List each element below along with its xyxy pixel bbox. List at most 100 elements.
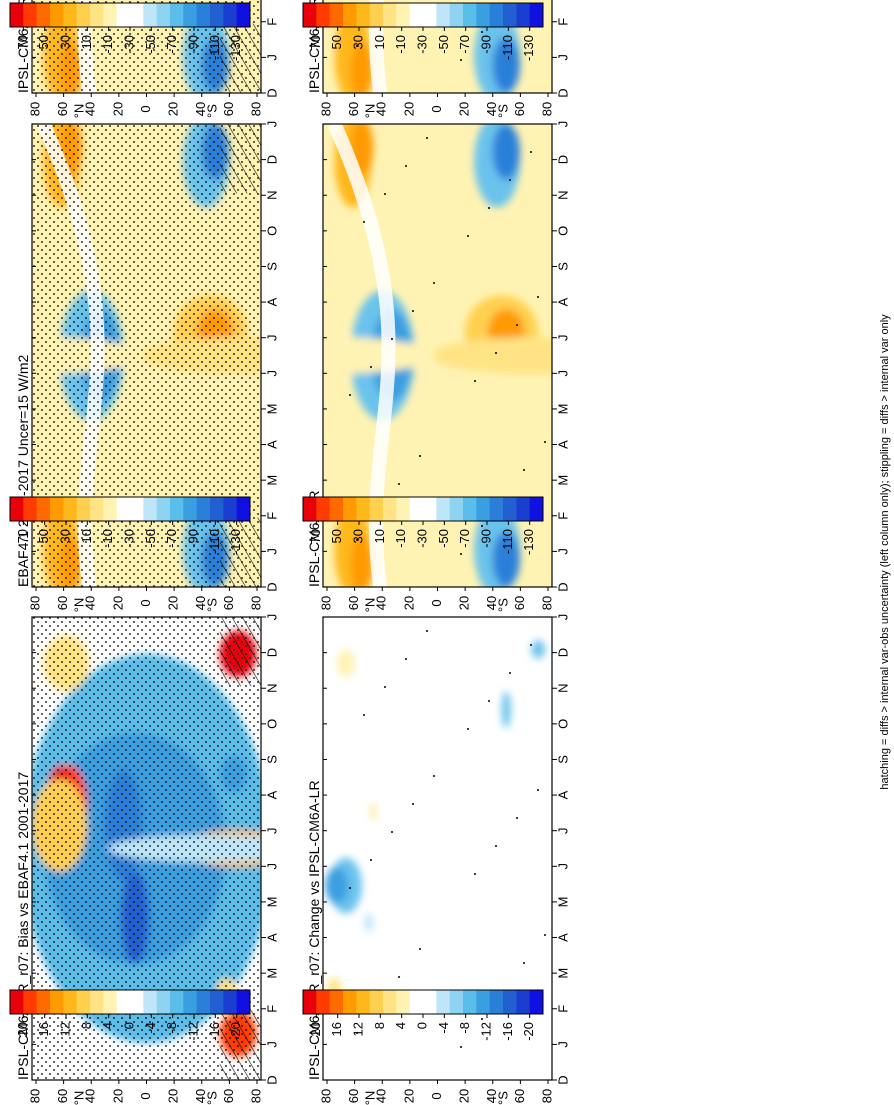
month-label: M <box>555 968 570 979</box>
colorbar-swatch <box>90 497 104 521</box>
stipple-dot <box>391 338 393 340</box>
lat-label: 60 <box>221 1089 236 1103</box>
colorbar-label: 8 <box>79 1022 94 1029</box>
colorbar-swatch <box>423 3 437 27</box>
colorbar-label: -130 <box>521 35 536 61</box>
colorbar-swatch <box>23 990 38 1014</box>
colorbar-swatch <box>90 990 104 1014</box>
stipple-dot <box>474 873 476 875</box>
colorbar-swatch <box>103 497 118 521</box>
colorbar-swatch <box>503 990 517 1014</box>
colorbar-swatch <box>223 3 238 27</box>
colorbar-label: -12 <box>478 1022 493 1041</box>
month-label: D <box>264 88 279 97</box>
colorbar-label: -50 <box>143 35 158 54</box>
colorbar-label: -110 <box>207 35 222 60</box>
colorbar-label: 16 <box>36 1022 51 1036</box>
lat-label: 80 <box>248 102 263 116</box>
colorbar-label: 16 <box>329 1022 344 1036</box>
colorbar-label: -20 <box>228 1022 243 1041</box>
colorbar-label: -130 <box>228 35 243 61</box>
month-label: S <box>555 262 570 271</box>
stipple-dot <box>384 193 386 195</box>
lat-label: 0 <box>429 1092 444 1099</box>
colorbar-label: 10 <box>372 529 387 543</box>
colorbar-label: -10 <box>100 35 115 54</box>
colorbar-label: 70 <box>15 35 30 49</box>
stipple-dot <box>405 658 407 660</box>
lat-label: 40 <box>193 102 208 116</box>
colorbar-swatch <box>316 990 331 1014</box>
lat-label: 20 <box>457 102 472 116</box>
stipple-dot <box>481 31 483 33</box>
lat-label: 20 <box>401 1089 416 1103</box>
month-label: A <box>555 297 570 306</box>
lat-label: 20 <box>166 102 181 116</box>
colorbar-label: -4 <box>143 1022 158 1034</box>
lat-label: 40 <box>83 102 98 116</box>
colorbar-swatch <box>436 3 451 27</box>
colorbar-swatch <box>116 990 131 1014</box>
stipple-dot <box>467 235 469 237</box>
colorbar-swatch <box>50 497 64 521</box>
stipple-dot <box>460 1046 462 1048</box>
lat-unit-south: °S <box>204 598 219 612</box>
month-label: M <box>264 968 279 979</box>
colorbar-label: 30 <box>57 529 72 543</box>
colorbar-label: 70 <box>308 529 323 543</box>
month-label: D <box>555 155 570 164</box>
colorbar-swatch <box>116 497 131 521</box>
colorbar-swatch <box>516 497 531 521</box>
month-label: F <box>555 512 570 520</box>
colorbar-label: -30 <box>414 529 429 548</box>
hatching <box>219 124 261 194</box>
month-label: J <box>555 548 570 555</box>
colorbar-swatch <box>76 990 91 1014</box>
hatching <box>219 23 261 93</box>
month-label: N <box>264 684 279 693</box>
colorbar-swatch <box>143 3 158 27</box>
lat-label: 80 <box>248 596 263 610</box>
lat-label: 40 <box>374 1089 389 1103</box>
colorbar-label: -70 <box>457 529 472 548</box>
colorbar-label: -50 <box>436 529 451 548</box>
colorbar-swatch <box>183 990 198 1014</box>
field-contour <box>323 336 436 375</box>
colorbar-swatch <box>463 990 477 1014</box>
colorbar-swatch <box>183 497 198 521</box>
colorbar-swatch <box>383 990 397 1014</box>
stipple-dot <box>349 887 351 889</box>
colorbar-swatch <box>156 990 171 1014</box>
stipple-dot <box>544 441 546 443</box>
colorbar-label: 4 <box>100 1022 115 1029</box>
colorbar-swatch <box>316 3 331 27</box>
colorbar-swatch <box>369 990 384 1014</box>
colorbar-p5: 20 16 12 8 4 0 -4 -8 -12 -16 -20 <box>9 989 251 1041</box>
colorbar-swatch <box>196 3 211 27</box>
colorbar-label: -30 <box>121 35 136 54</box>
colorbar-label: -8 <box>164 1022 179 1034</box>
field-contour <box>325 867 349 905</box>
month-label: F <box>264 512 279 520</box>
colorbar-swatch <box>409 990 424 1014</box>
lat-label: 80 <box>539 102 554 116</box>
stipple-dot <box>356 45 358 47</box>
colorbar-swatch <box>503 497 517 521</box>
colorbar-swatch <box>476 497 491 521</box>
lat-label: 20 <box>401 102 416 116</box>
lat-unit-south: °S <box>495 104 510 118</box>
colorbar-swatch <box>196 497 211 521</box>
zero-contour <box>368 0 388 93</box>
colorbar-label: 30 <box>350 35 365 49</box>
month-label: M <box>264 404 279 415</box>
colorbar-label: -110 <box>500 35 515 60</box>
colorbar-swatch <box>383 3 397 27</box>
lat-label: 60 <box>346 596 361 610</box>
stipple-dot <box>356 1032 358 1034</box>
colorbar-swatch <box>143 497 158 521</box>
lat-label: 80 <box>318 1089 333 1103</box>
colorbar-p1: 70 50 30 10 -10 -30 -50 -70 -90 -110 -130 <box>9 2 251 61</box>
colorbar-label: 50 <box>329 35 344 49</box>
colorbar-swatch <box>343 3 357 27</box>
